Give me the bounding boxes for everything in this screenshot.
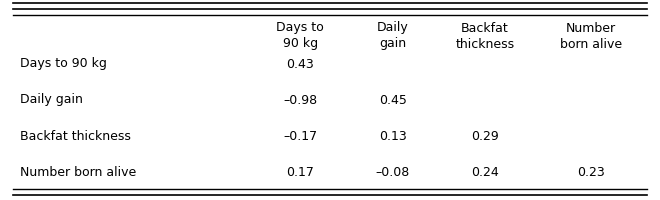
Text: Backfat
thickness: Backfat thickness (455, 21, 515, 50)
Text: Daily
gain: Daily gain (377, 21, 409, 50)
Text: Daily gain: Daily gain (20, 94, 82, 106)
Text: Number born alive: Number born alive (20, 166, 136, 178)
Text: 0.17: 0.17 (286, 166, 314, 178)
Text: 0.43: 0.43 (286, 58, 314, 71)
Text: 0.29: 0.29 (471, 130, 499, 142)
Text: –0.08: –0.08 (376, 166, 410, 178)
Text: –0.98: –0.98 (283, 94, 317, 106)
Text: –0.17: –0.17 (283, 130, 317, 142)
Text: 0.45: 0.45 (379, 94, 407, 106)
Text: Backfat thickness: Backfat thickness (20, 130, 131, 142)
Text: Days to 90 kg: Days to 90 kg (20, 58, 107, 71)
Text: Days to
90 kg: Days to 90 kg (277, 21, 324, 50)
Text: Number
born alive: Number born alive (560, 21, 622, 50)
Text: 0.23: 0.23 (577, 166, 605, 178)
Text: 0.24: 0.24 (471, 166, 499, 178)
Text: 0.13: 0.13 (379, 130, 407, 142)
